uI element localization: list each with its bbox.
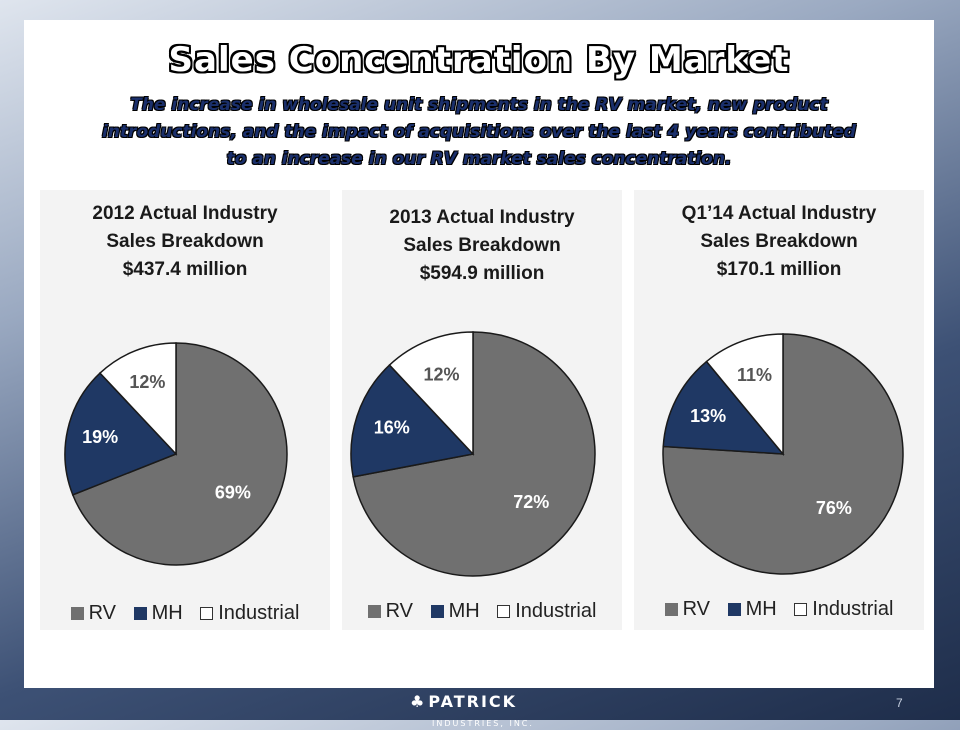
company-logo: ♣ PATRICK INDUSTRIES, INC. <box>410 692 534 730</box>
subtitle-line: to an increase in our RV market sales co… <box>226 149 732 169</box>
chart-title-line: $170.1 million <box>716 259 842 280</box>
chart-legend: RV MH Industrial <box>634 598 924 621</box>
legend-label: RV <box>88 602 117 624</box>
legend-item-industrial: Industrial <box>200 602 299 625</box>
legend-swatch <box>200 607 214 620</box>
pie-label-rv: 76% <box>816 498 852 518</box>
legend-swatch <box>664 603 678 616</box>
pie-label-rv: 69% <box>215 483 251 503</box>
chart-title-line: $437.4 million <box>122 259 248 280</box>
pie-label-industrial: 12% <box>129 372 165 392</box>
pie-svg: 72% 16% 12% <box>350 331 596 577</box>
pie-label-industrial: 12% <box>424 365 460 385</box>
pie-slice-mh <box>350 364 475 478</box>
legend-item-rv: RV <box>664 598 711 621</box>
legend-label: MH <box>151 602 183 624</box>
chart-title-line: Sales Breakdown <box>403 235 561 256</box>
legend-label: Industrial <box>812 598 894 620</box>
legend-label: Industrial <box>515 600 597 622</box>
legend-label: MH <box>745 598 777 620</box>
legend-item-industrial: Industrial <box>794 598 893 621</box>
pie-slice-rv <box>71 342 288 566</box>
legend-label: RV <box>682 598 711 620</box>
legend-item-rv: RV <box>70 602 117 625</box>
slide-title: Sales Concentration By Market <box>168 40 790 80</box>
pie-chart-q1-14: Q1’14 Actual Industry Sales Breakdown $1… <box>634 190 924 630</box>
pie-chart-2012: 2012 Actual Industry Sales Breakdown $43… <box>40 190 330 630</box>
pie-chart-2013: 2013 Actual Industry Sales Breakdown $59… <box>342 190 622 630</box>
pie-slice-rv <box>352 331 596 577</box>
subtitle-line: The increase in wholesale unit shipments… <box>130 95 828 115</box>
legend-label: Industrial <box>218 602 300 624</box>
pie-slice-mh <box>662 360 785 455</box>
slide-subtitle: The increase in wholesale unit shipments… <box>24 92 934 173</box>
pie-label-mh: 13% <box>690 406 726 426</box>
pie-slice-industrial <box>388 331 474 456</box>
chart-legend: RV MH Industrial <box>40 602 330 625</box>
chart-title-line: Sales Breakdown <box>106 231 264 252</box>
chart-title-line: Q1’14 Actual Industry <box>681 203 877 224</box>
legend-swatch <box>727 603 741 616</box>
legend-item-industrial: Industrial <box>497 600 596 623</box>
legend-swatch <box>497 605 511 618</box>
legend-item-mh: MH <box>133 602 183 625</box>
legend-swatch <box>430 605 444 618</box>
chart-title-line: $594.9 million <box>419 263 545 284</box>
pie-svg: 76% 13% 11% <box>662 333 904 575</box>
legend-swatch <box>70 607 84 620</box>
slide: Sales Concentration By Market The increa… <box>24 20 934 688</box>
pie-label-mh: 16% <box>374 418 410 438</box>
pie-label-rv: 72% <box>513 492 549 512</box>
legend-swatch <box>794 603 808 616</box>
chart-title: 2012 Actual Industry Sales Breakdown $43… <box>40 200 330 284</box>
legend-item-rv: RV <box>367 600 414 623</box>
logo-name: PATRICK <box>428 692 518 711</box>
pie-svg: 69% 19% 12% <box>64 342 288 566</box>
chart-title-line: 2013 Actual Industry <box>389 207 575 228</box>
legend-item-mh: MH <box>727 598 777 621</box>
pie-slice-rv <box>662 333 904 575</box>
pie-label-mh: 19% <box>82 427 118 447</box>
pie-slice-industrial <box>98 342 177 456</box>
page-number: 7 <box>896 696 903 710</box>
pie-slice-industrial <box>705 333 784 457</box>
logo-tagline: INDUSTRIES, INC. <box>432 719 534 728</box>
legend-label: MH <box>448 600 480 622</box>
legend-swatch <box>367 605 381 618</box>
chart-title: 2013 Actual Industry Sales Breakdown $59… <box>342 204 622 288</box>
legend-swatch <box>133 607 147 620</box>
legend-label: RV <box>385 600 414 622</box>
chart-title-line: 2012 Actual Industry <box>92 203 278 224</box>
clover-icon: ♣ <box>410 692 425 711</box>
chart-legend: RV MH Industrial <box>342 600 622 623</box>
pie-slice-mh <box>64 372 178 496</box>
subtitle-line: introductions, and the impact of acquisi… <box>102 122 856 142</box>
pie-label-industrial: 11% <box>737 365 772 385</box>
chart-title: Q1’14 Actual Industry Sales Breakdown $1… <box>634 200 924 284</box>
chart-title-line: Sales Breakdown <box>700 231 858 252</box>
legend-item-mh: MH <box>430 600 480 623</box>
